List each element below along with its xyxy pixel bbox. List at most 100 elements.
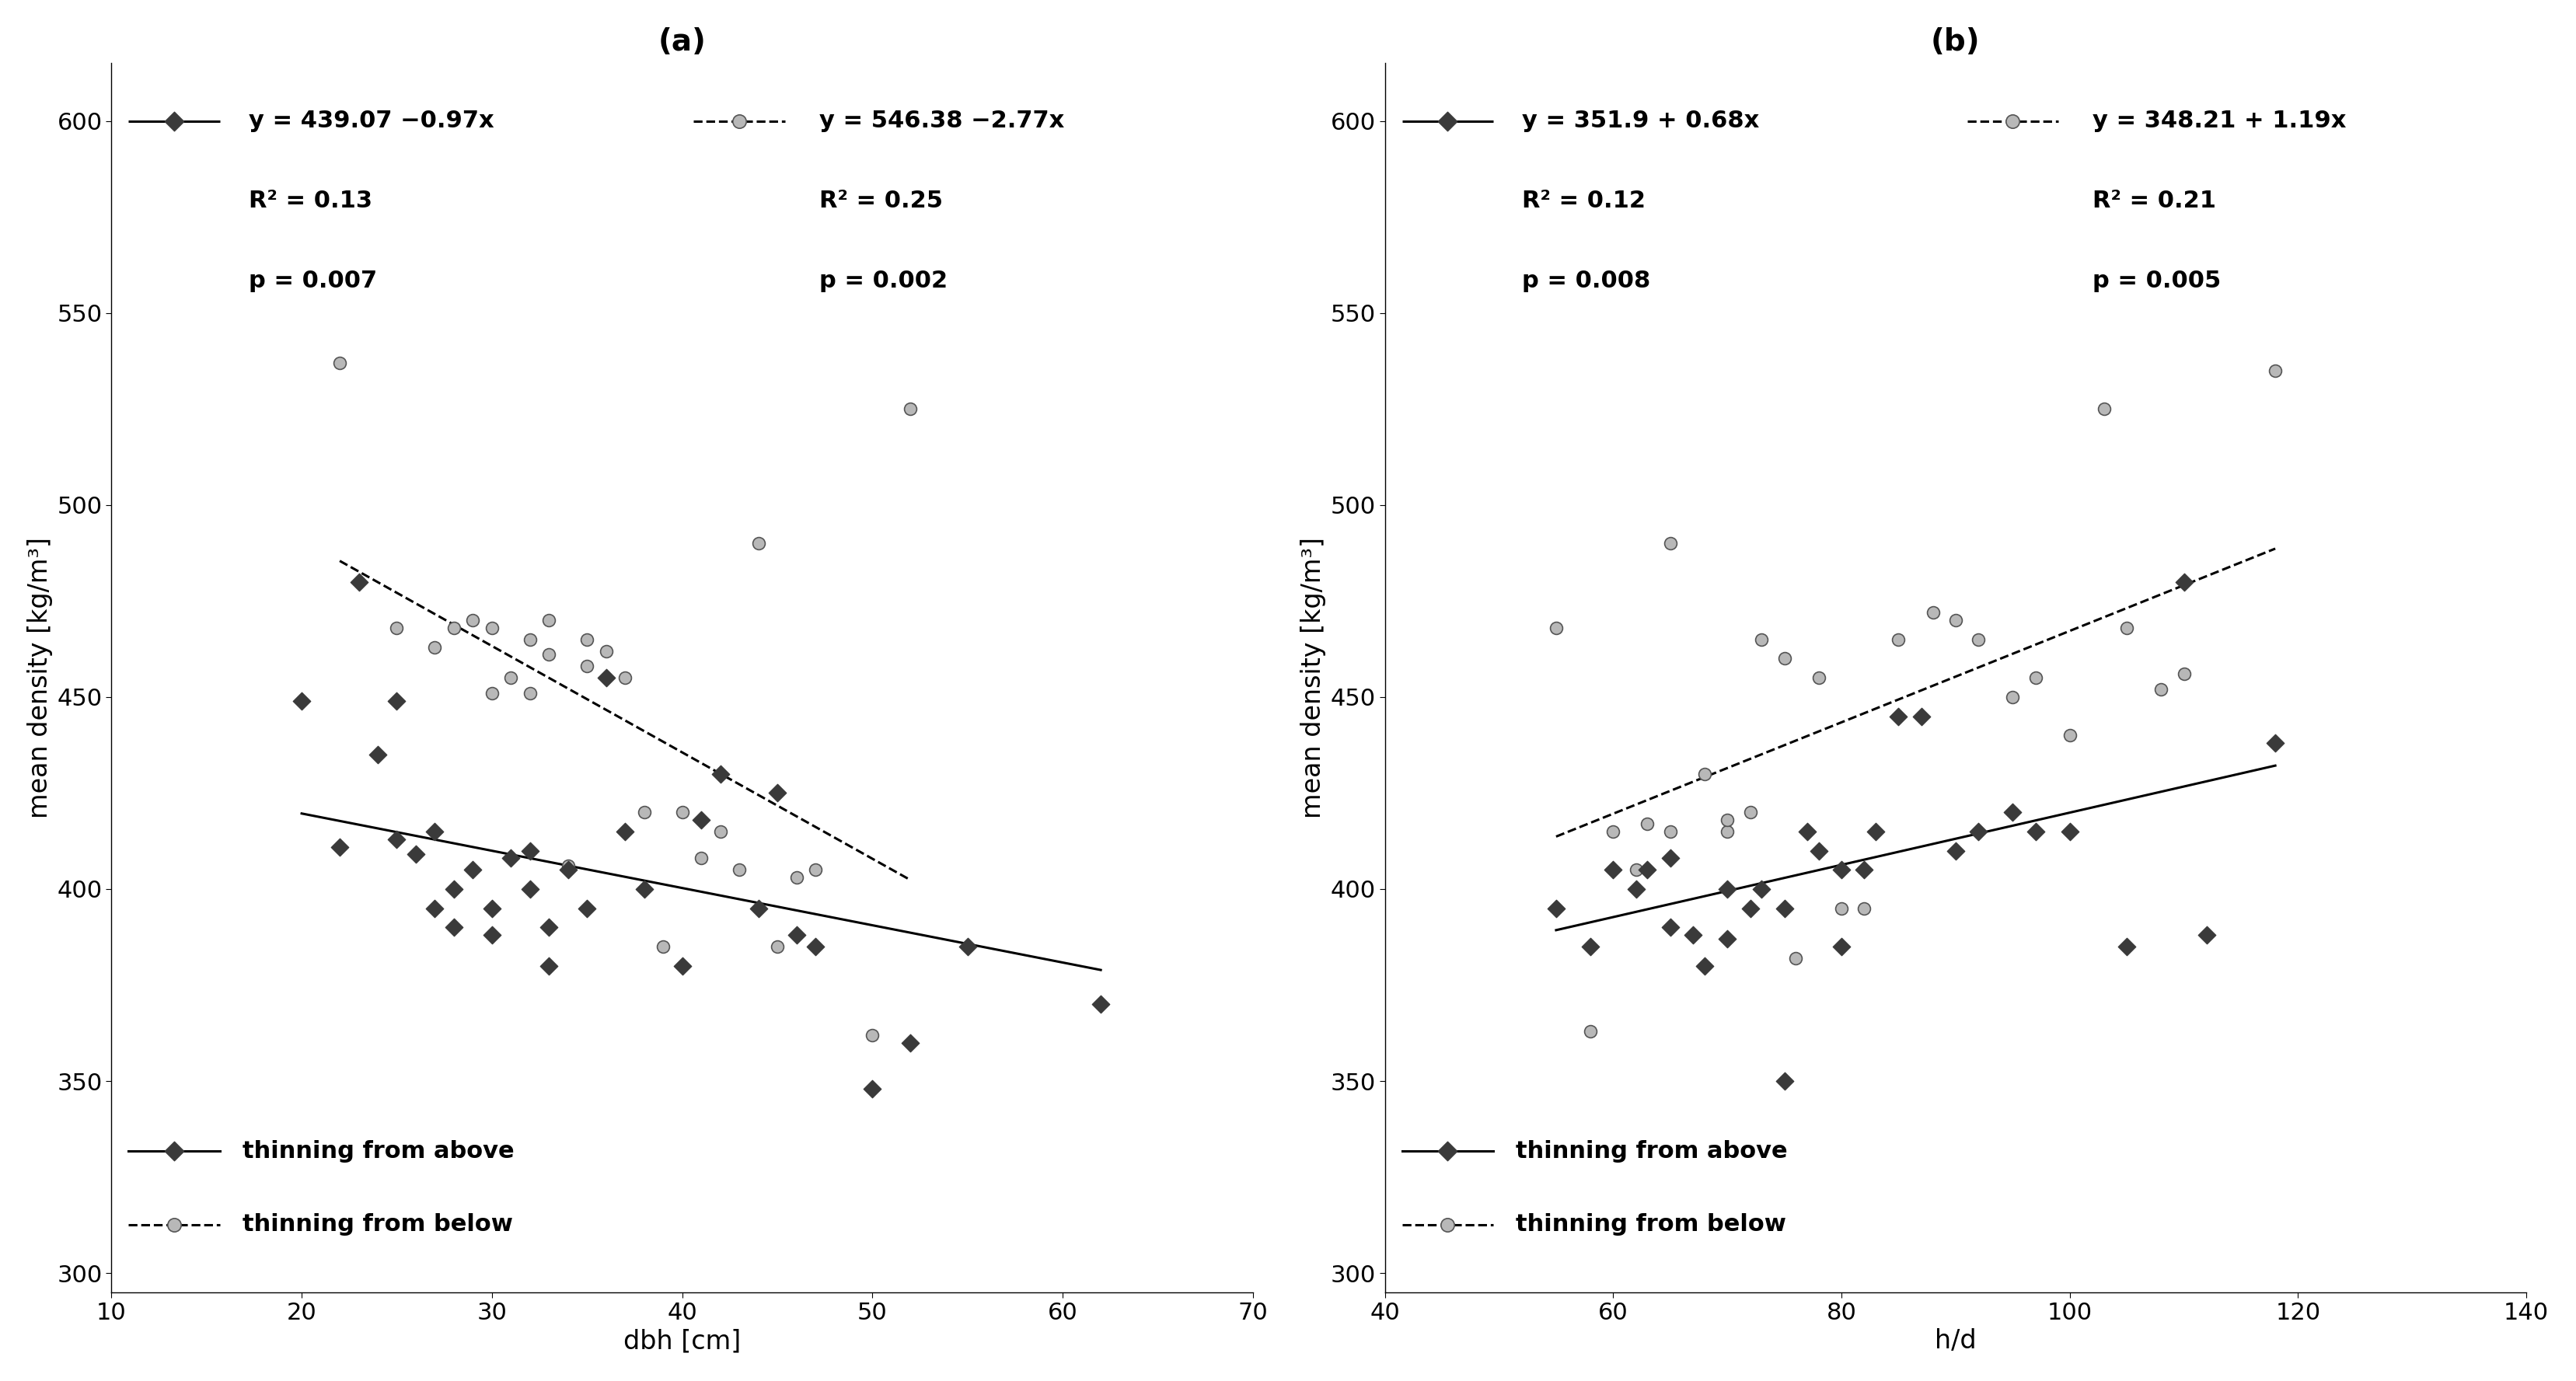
Point <box>471 898 513 920</box>
Point <box>1615 859 1656 881</box>
Point <box>510 840 551 862</box>
Point <box>1649 532 1690 554</box>
Point <box>1958 820 1999 842</box>
Text: p = 0.008: p = 0.008 <box>1522 269 1651 291</box>
Point <box>319 836 361 858</box>
Point <box>1535 898 1577 920</box>
Point <box>337 570 379 592</box>
Point <box>585 639 626 661</box>
Point <box>775 866 817 888</box>
Title: (a): (a) <box>657 28 706 57</box>
Point <box>510 682 551 704</box>
Point <box>2254 732 2295 754</box>
Point <box>719 110 760 133</box>
Point <box>757 782 799 804</box>
Point <box>1901 706 1942 728</box>
Point <box>510 878 551 900</box>
Point <box>1991 801 2032 823</box>
Point <box>2164 663 2205 685</box>
Point <box>1079 993 1121 1015</box>
Point <box>415 898 456 920</box>
Text: y = 348.21 + 1.19x: y = 348.21 + 1.19x <box>2092 109 2347 133</box>
Point <box>701 762 742 784</box>
Point <box>1427 110 1468 133</box>
Y-axis label: mean density [kg/m³]: mean density [kg/m³] <box>26 537 52 819</box>
Point <box>2084 398 2125 420</box>
Point <box>737 898 778 920</box>
Point <box>489 667 531 689</box>
Point <box>2141 678 2182 700</box>
Point <box>2048 820 2089 842</box>
Point <box>415 637 456 659</box>
Point <box>376 617 417 639</box>
Point <box>2014 667 2056 689</box>
Text: R² = 0.25: R² = 0.25 <box>819 189 943 213</box>
Point <box>1592 820 1633 842</box>
Point <box>1765 648 1806 670</box>
Point <box>623 878 665 900</box>
Point <box>1821 935 1862 957</box>
Point <box>1991 686 2032 708</box>
Point <box>889 1032 930 1054</box>
Point <box>585 667 626 689</box>
Text: p = 0.007: p = 0.007 <box>247 269 376 291</box>
Point <box>889 398 930 420</box>
Point <box>1628 859 1669 881</box>
Point <box>853 1077 894 1099</box>
Point <box>1427 1214 1468 1236</box>
Point <box>489 848 531 870</box>
Point <box>549 855 590 877</box>
Text: R² = 0.21: R² = 0.21 <box>2092 189 2215 213</box>
Point <box>853 1023 894 1045</box>
Point <box>662 954 703 976</box>
Point <box>549 859 590 881</box>
Point <box>376 829 417 851</box>
Point <box>719 859 760 881</box>
Point <box>796 935 837 957</box>
Point <box>1708 878 1749 900</box>
Point <box>1935 840 1976 862</box>
Point <box>680 848 721 870</box>
Point <box>1615 878 1656 900</box>
Point <box>2014 820 2056 842</box>
Text: thinning from above: thinning from above <box>1517 1139 1788 1163</box>
Point <box>1569 935 1610 957</box>
Point <box>1569 1021 1610 1043</box>
Point <box>453 609 495 631</box>
Point <box>1788 820 1829 842</box>
Text: y = 351.9 + 0.68x: y = 351.9 + 0.68x <box>1522 109 1759 133</box>
Point <box>433 917 474 939</box>
Point <box>605 667 647 689</box>
Point <box>1911 602 1953 624</box>
Point <box>471 682 513 704</box>
Point <box>662 801 703 823</box>
Point <box>1535 617 1577 639</box>
Point <box>1708 820 1749 842</box>
Point <box>2187 924 2228 946</box>
Point <box>510 628 551 650</box>
Text: R² = 0.13: R² = 0.13 <box>247 189 371 213</box>
Point <box>1958 628 1999 650</box>
Point <box>155 110 196 133</box>
Point <box>1592 859 1633 881</box>
Point <box>1741 878 1783 900</box>
Point <box>453 859 495 881</box>
Point <box>528 609 569 631</box>
Y-axis label: mean density [kg/m³]: mean density [kg/m³] <box>1301 537 1327 819</box>
Point <box>1672 924 1713 946</box>
Title: (b): (b) <box>1932 28 1981 57</box>
Point <box>1844 898 1886 920</box>
Point <box>2164 570 2205 592</box>
Point <box>757 935 799 957</box>
Point <box>155 1214 196 1236</box>
Point <box>1991 110 2032 133</box>
Point <box>1427 1139 1468 1161</box>
Point <box>1935 609 1976 631</box>
Point <box>2107 935 2148 957</box>
Point <box>1649 917 1690 939</box>
Point <box>567 628 608 650</box>
Text: thinning from above: thinning from above <box>242 1139 515 1163</box>
Point <box>1649 848 1690 870</box>
Point <box>948 935 989 957</box>
Point <box>471 924 513 946</box>
